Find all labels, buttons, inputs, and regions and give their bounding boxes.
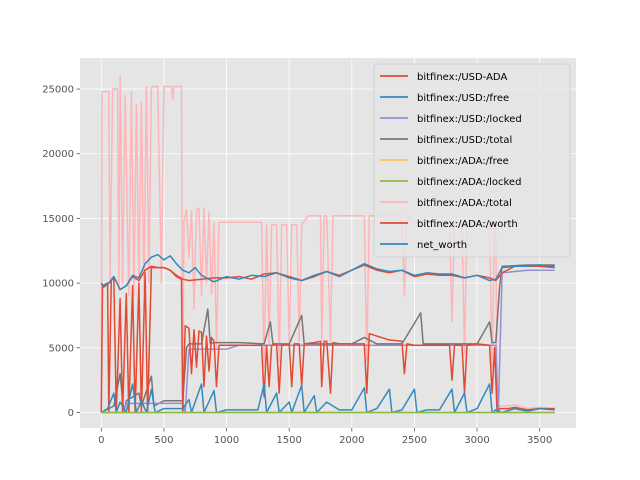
y-tick-label: 10000 [42,279,74,290]
x-tick-label: 500 [154,435,173,446]
legend-label: bitfinex:/ADA:/free [417,156,509,167]
series-line [100,383,555,414]
legend: bitfinex:/USD-ADA bitfinex:/USD:/free bitf… [373,63,571,258]
legend-label: bitfinex:/USD-ADA [417,72,507,83]
legend-label: bitfinex:/USD:/total [417,135,512,146]
x-tick-label: 3000 [464,435,489,446]
legend-label: bitfinex:/USD:/locked [417,114,522,125]
y-tick-label: 25000 [42,85,74,96]
legend-label: bitfinex:/ADA:/locked [417,177,521,188]
legend-label: bitfinex:/USD:/free [417,93,509,104]
x-tick-label: 2000 [339,435,364,446]
y-tick-label: 5000 [49,343,74,354]
legend-label: bitfinex:/ADA:/total [417,198,512,209]
x-tick-label: 3500 [527,435,552,446]
y-tick-label: 15000 [42,214,74,225]
legend-label: net_worth [417,240,467,251]
series-line [100,253,555,291]
series-line [100,266,555,414]
legend-label: bitfinex:/ADA:/worth [417,219,518,230]
x-tick-label: 2500 [402,435,427,446]
legend-box [373,63,571,258]
x-tick-label: 0 [98,435,104,446]
y-tick-label: 20000 [42,149,74,160]
y-tick-label: 0 [68,408,74,419]
x-tick-label: 1500 [276,435,301,446]
series-lines [100,75,555,414]
axes: 0 500 1000 1500 2000 2500 3000 3500 0 5000 10000 15… [42,85,552,446]
x-tick-label: 1000 [214,435,239,446]
